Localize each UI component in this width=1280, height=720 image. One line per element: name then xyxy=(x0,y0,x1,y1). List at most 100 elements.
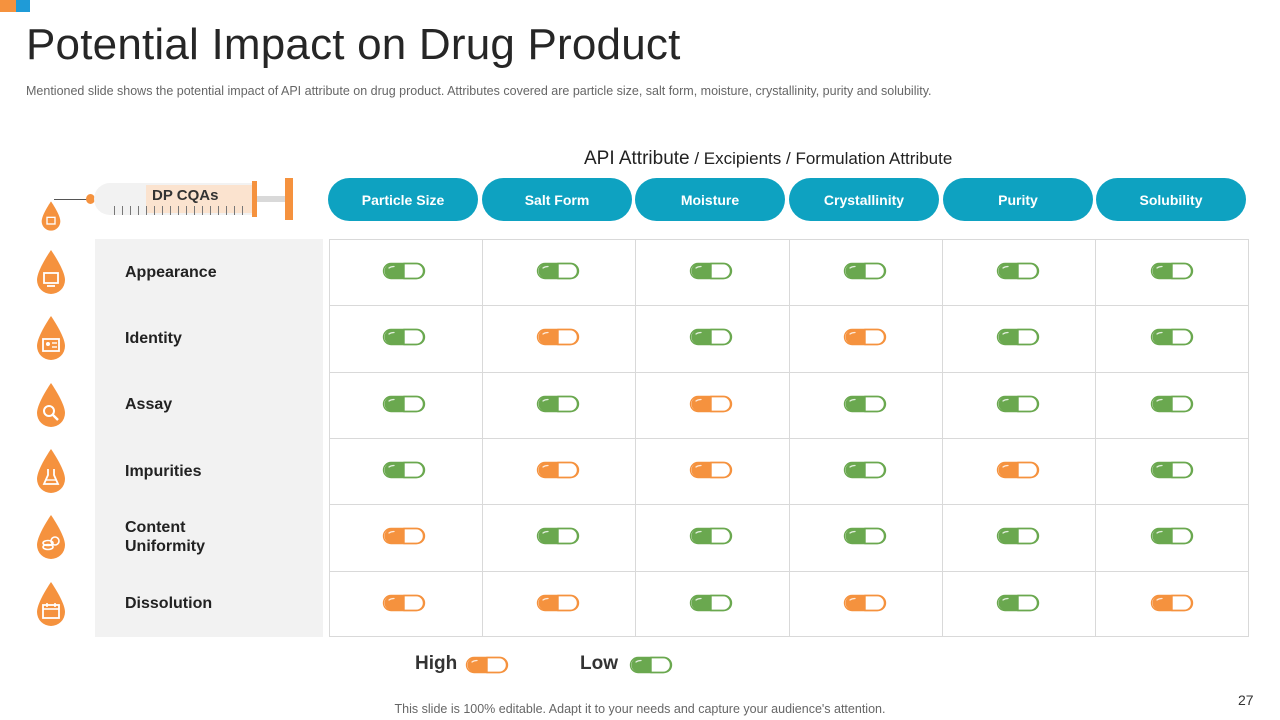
pill-empty-half xyxy=(403,262,425,280)
grid-horizontal-line xyxy=(329,305,1249,307)
pill-outline xyxy=(689,395,733,413)
pill-empty-half xyxy=(557,594,579,612)
pill-outline xyxy=(996,329,1040,346)
impact-pill-low-icon xyxy=(1150,262,1194,280)
pill-shine xyxy=(849,464,856,468)
pill-outline xyxy=(536,594,580,612)
pill-outline xyxy=(1150,528,1194,545)
pill-empty-half xyxy=(1171,461,1193,479)
row-label-appearance: Appearance xyxy=(125,263,217,281)
pill-empty-half xyxy=(710,461,732,479)
pill-shine xyxy=(388,464,395,468)
monitor-icon xyxy=(37,250,65,295)
pill-filled-half xyxy=(998,595,1018,611)
row-label-identity: Identity xyxy=(125,329,182,347)
pill-empty-half xyxy=(403,329,425,346)
legend-low-label: Low xyxy=(580,653,618,674)
pill-shine xyxy=(542,464,549,468)
pill-empty-half xyxy=(864,528,886,545)
pill-outline xyxy=(382,594,426,612)
corner-accent-orange xyxy=(0,0,16,12)
pill-filled-half xyxy=(384,396,404,412)
page-subtitle: Mentioned slide shows the potential impa… xyxy=(26,84,932,98)
pill-outline xyxy=(629,656,673,674)
pill-shine xyxy=(1002,597,1009,601)
pill-filled-half xyxy=(384,462,404,478)
pill-filled-half xyxy=(384,595,404,611)
pill-empty-half xyxy=(710,329,732,346)
impact-pill-high-icon xyxy=(1150,594,1194,612)
pill-shine xyxy=(1156,266,1163,269)
pill-empty-half xyxy=(864,461,886,479)
pill-filled-half xyxy=(1152,528,1172,544)
pill-shine xyxy=(695,464,702,468)
impact-pill-low-icon xyxy=(996,262,1040,280)
pill-outline xyxy=(536,528,580,545)
coins-icon xyxy=(37,515,65,560)
syringe-ticks xyxy=(114,206,246,215)
impact-pill-low-icon xyxy=(843,395,887,413)
pill-shine xyxy=(542,398,549,402)
pill-shine xyxy=(1002,531,1009,535)
pill-filled-half xyxy=(845,329,865,345)
pill-filled-half xyxy=(467,657,487,673)
column-header-moisture: Moisture xyxy=(635,178,785,221)
impact-pill-high-icon xyxy=(536,329,580,346)
impact-pill-high-icon xyxy=(382,594,426,612)
pill-empty-half xyxy=(710,594,732,612)
pill-filled-half xyxy=(1152,329,1172,345)
pill-empty-half xyxy=(557,528,579,545)
pill-empty-half xyxy=(403,461,425,479)
pill-empty-half xyxy=(1171,329,1193,346)
pill-outline xyxy=(465,656,509,674)
pill-outline xyxy=(996,395,1040,413)
pill-empty-half xyxy=(1017,395,1039,413)
pill-filled-half xyxy=(845,462,865,478)
pill-filled-half xyxy=(384,263,404,279)
pill-empty-half xyxy=(1171,395,1193,413)
pill-outline xyxy=(1150,461,1194,479)
pill-filled-half xyxy=(538,462,558,478)
pill-shine xyxy=(1156,332,1163,336)
impact-pill-low-icon xyxy=(689,329,733,346)
column-header-solubility: Solubility xyxy=(1096,178,1246,221)
pill-shine xyxy=(471,659,478,663)
pill-empty-half xyxy=(710,528,732,545)
pill-outline xyxy=(843,262,887,280)
pill-shine xyxy=(695,597,702,601)
pill-shine xyxy=(542,332,549,336)
pill-empty-half xyxy=(557,395,579,413)
pill-outline xyxy=(689,594,733,612)
impact-pill-low-icon xyxy=(996,395,1040,413)
syringe-tip xyxy=(86,194,95,204)
pill-filled-half xyxy=(1152,595,1172,611)
grid-horizontal-line xyxy=(329,437,1249,439)
impact-pill-low-icon xyxy=(843,262,887,280)
impact-pill-high-icon xyxy=(689,395,733,413)
corner-accent-blue xyxy=(16,0,30,12)
calendar-icon xyxy=(37,581,65,626)
pill-shine xyxy=(695,332,702,336)
pill-empty-half xyxy=(403,528,425,545)
syringe-ring xyxy=(252,181,257,217)
pill-shine xyxy=(695,266,702,269)
api-heading-formulation: / Formulation Attribute xyxy=(781,149,953,168)
pill-shine xyxy=(849,266,856,269)
grid-horizontal-line xyxy=(329,504,1249,506)
page-number: 27 xyxy=(1238,692,1254,708)
pill-outline xyxy=(843,395,887,413)
pill-shine xyxy=(388,266,395,269)
pill-empty-half xyxy=(864,262,886,280)
pill-outline xyxy=(1150,262,1194,280)
pill-filled-half xyxy=(1152,462,1172,478)
pill-shine xyxy=(849,597,856,601)
impact-pill-low-icon xyxy=(536,262,580,280)
pill-filled-half xyxy=(538,595,558,611)
impact-pill-high-icon xyxy=(843,329,887,346)
pill-outline xyxy=(689,329,733,346)
pill-outline xyxy=(996,528,1040,545)
column-header-particle-size: Particle Size xyxy=(328,178,478,221)
legend-low-pill-icon xyxy=(629,656,673,674)
impact-pill-low-icon xyxy=(1150,461,1194,479)
pill-shine xyxy=(1002,332,1009,336)
